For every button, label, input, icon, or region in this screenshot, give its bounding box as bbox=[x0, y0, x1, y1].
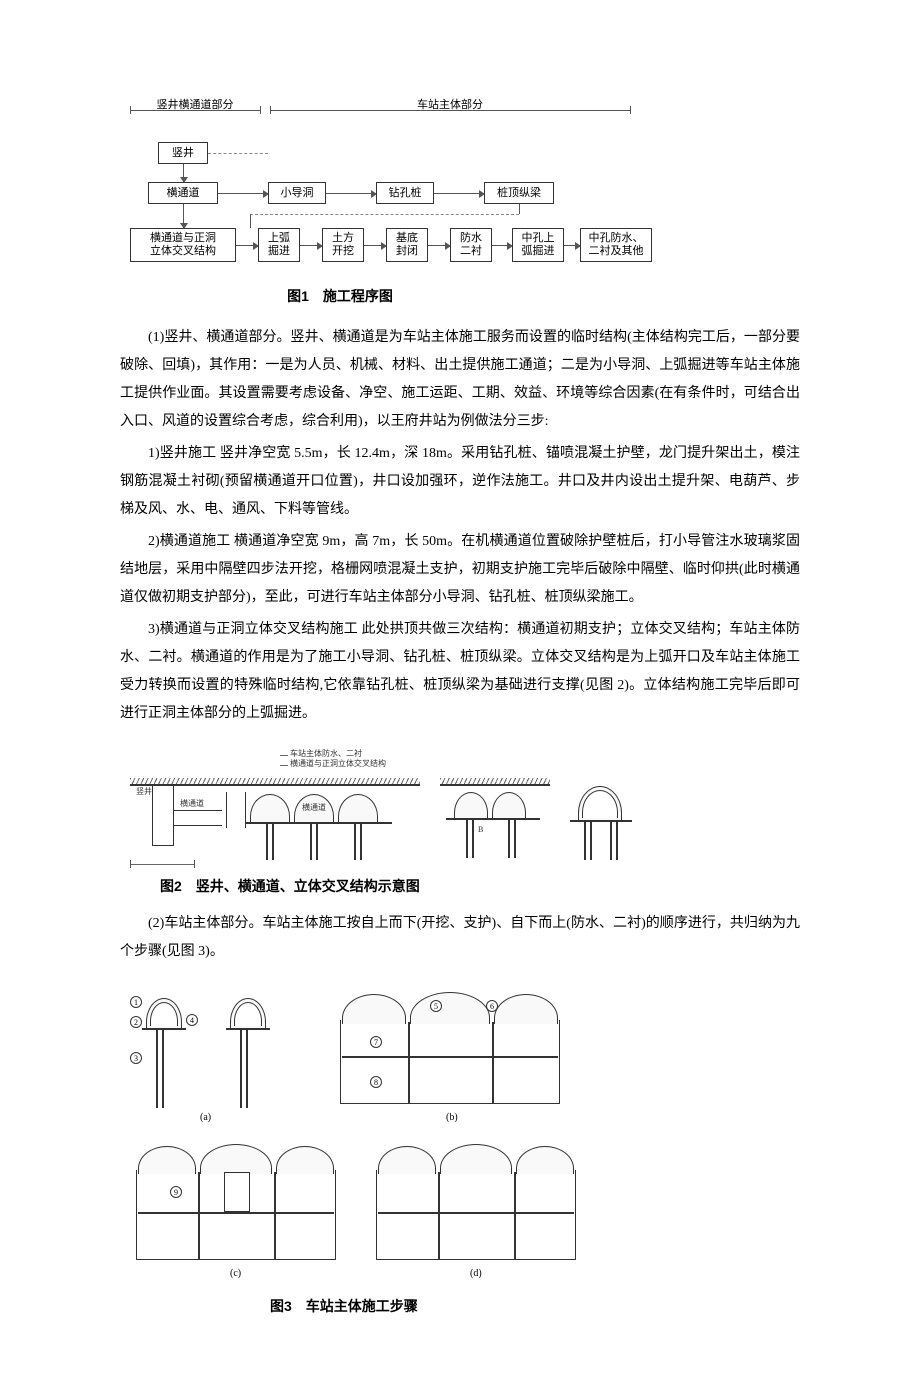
fig1-box-earthexc: 土方 开挖 bbox=[322, 228, 364, 262]
fig1-box-midwp: 中孔防水、 二衬及其他 bbox=[580, 228, 652, 262]
figure-3-caption: 图3 车站主体施工步骤 bbox=[270, 1296, 800, 1316]
paragraph-4: 3)横通道与正洞立体交叉结构施工 此处拱顶共做三次结构：横通道初期支护；立体交叉… bbox=[120, 616, 800, 728]
fig1-box-midupper: 中孔上 弧掘进 bbox=[512, 228, 564, 262]
fig1-header-left: 竖井横通道部分 bbox=[142, 96, 248, 112]
fig3-label-d: (d) bbox=[470, 1268, 482, 1279]
figure-1-flowchart: 竖井横通道部分 车站主体部分 竖井 横通道 小导洞 钻孔桩 桩顶纵梁 横通道与正… bbox=[130, 100, 640, 280]
figure-1-caption: 图1 施工程序图 bbox=[0, 286, 800, 306]
fig1-box-crosspassage: 横通道 bbox=[148, 182, 218, 204]
fig1-header-right: 车站主体部分 bbox=[370, 96, 530, 112]
fig2-note-top2: 横通道与正洞立体交叉结构 bbox=[290, 760, 386, 768]
figure-2-diagram: 车站主体防水、二衬 横通道与正洞立体交叉结构 竖井 横通道 横通道 B bbox=[130, 748, 660, 868]
fig3-label-c: (c) bbox=[230, 1268, 241, 1279]
paragraph-3: 2)横通道施工 横通道净空宽 9m，高 7m，长 50m。在机横通道位置破除护壁… bbox=[120, 528, 800, 612]
fig3-label-a: (a) bbox=[200, 1112, 211, 1123]
figure-3-diagram: 1 2 3 4 (a) 5 6 7 8 (b) 9 (c) bbox=[130, 992, 590, 1292]
fig1-box-pilot: 小导洞 bbox=[268, 182, 326, 204]
fig1-box-shaft: 竖井 bbox=[158, 142, 208, 164]
fig2-cross2-label: 横通道 bbox=[302, 804, 326, 812]
fig1-box-crossstruct: 横通道与正洞 立体交叉结构 bbox=[130, 228, 236, 262]
fig1-box-baseseal: 基底 封闭 bbox=[386, 228, 428, 262]
fig1-box-boredpile: 钻孔桩 bbox=[376, 182, 434, 204]
paragraph-1: (1)竖井、横通道部分。竖井、横通道是为车站主体施工服务而设置的临时结构(主体结… bbox=[120, 324, 800, 436]
fig1-box-wplining: 防水 二衬 bbox=[450, 228, 492, 262]
fig2-cross-label: 横通道 bbox=[180, 800, 204, 808]
fig1-box-capbeam: 桩顶纵梁 bbox=[484, 182, 554, 204]
fig2-note-top1: 车站主体防水、二衬 bbox=[290, 750, 362, 758]
paragraph-5: (2)车站主体部分。车站主体施工按自上而下(开挖、支护)、自下而上(防水、二衬)… bbox=[120, 910, 800, 966]
fig1-box-upperarch: 上弧 掘进 bbox=[258, 228, 300, 262]
fig3-label-b: (b) bbox=[446, 1112, 458, 1123]
paragraph-2: 1)竖井施工 竖井净空宽 5.5m，长 12.4m，深 18m。采用钻孔桩、锚喷… bbox=[120, 440, 800, 524]
fig2-shaft-label: 竖井 bbox=[136, 788, 152, 796]
figure-2-caption: 图2 竖井、横通道、立体交叉结构示意图 bbox=[160, 876, 800, 896]
